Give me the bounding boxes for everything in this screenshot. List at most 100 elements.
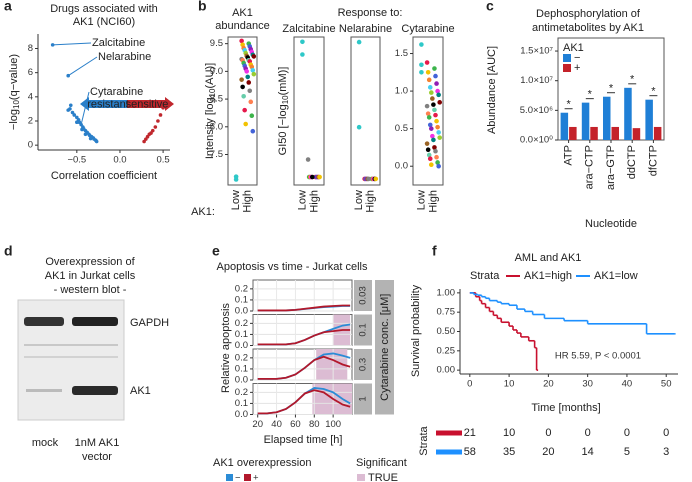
y-tick-label: 0.0 [235,409,248,420]
legend-label: + [574,62,580,74]
y-tick-label: 0.00 [437,365,456,376]
legend-label: + [253,473,259,482]
legend-arrow [80,97,127,111]
significance: * [609,83,614,95]
x-axis-label: Nucleotide [585,218,637,230]
risk-count: 3 [663,446,669,458]
point [356,124,362,130]
y-axis-label-part: (q−value) [8,54,20,100]
x-tick-label: 0.0 [113,155,126,166]
series-line [257,329,351,346]
point [430,133,435,139]
x-tick-label: Low [353,190,365,210]
point [72,113,77,117]
point [317,174,322,180]
y-tick-label: 8 [28,43,33,54]
blot-band [72,317,118,326]
y-axis-label-part: −log [8,109,20,130]
point [433,112,438,118]
y-tick-label: 1.5 [395,48,408,59]
point [250,67,256,73]
legend-title: AK1 [563,42,584,54]
x-axis-label: Correlation coefficient [51,170,157,182]
chart-header: Response to: [338,7,403,19]
annotation: Nelarabine [98,51,151,63]
facet-strip [354,383,372,415]
point [425,147,431,152]
chart-title: Drugs associated with [50,3,158,15]
legend-swatch [563,64,571,72]
y-tick-label: 0.50 [437,326,456,337]
risk-count: 0 [545,427,551,439]
point [436,163,441,169]
strip-title: Cytarabine conc. [μM] [379,294,391,401]
y-tick-label: 1.0×10⁷ [520,75,553,86]
point [88,136,93,141]
point [426,77,432,83]
point [233,174,239,179]
panel-label: e [212,243,220,259]
y-axis-label-part: Intensity [log [204,97,216,159]
x-tick-label: 40 [622,379,633,390]
point [251,54,257,59]
lane-label: 1nM AK1 [75,437,120,449]
risk-count: 21 [464,427,476,439]
panel-label: a [4,0,12,14]
chart-title: Cytarabine [401,23,454,35]
x-tick-label: −0.5 [67,155,86,166]
y-tick-label: 9.0 [210,66,223,77]
point [427,85,433,90]
y-axis-label-part: 10 [208,88,217,97]
annotation-leader [52,42,92,46]
y-tick-label: 1.00 [437,287,456,298]
chart-title: Apoptosis vs time - Jurkat cells [217,261,368,273]
y-axis-label-part: 10 [281,95,290,104]
y-tick-label: 0.2 [235,352,248,363]
y-axis-label: Relative apoptosis [220,303,232,393]
point [435,124,440,130]
point [431,102,436,107]
facet-strip [354,314,372,346]
point [434,81,439,86]
y-tick-label: 0.1 [235,398,248,409]
x-tick-label: High [242,190,254,213]
y-axis-label-part: 10 [12,100,21,109]
y-tick-label: 0.1 [235,294,248,305]
point [153,125,158,129]
chart-title: Nelarabine [339,23,392,35]
x-tick-label: Low [296,190,308,210]
x-axis-label: Elapsed time [h] [264,434,343,446]
y-tick-label: 1.5×10⁷ [520,46,553,57]
point [373,176,379,182]
western-blot: Overexpression of AK1 in Jurkat cells - … [17,256,169,463]
annotation: HR 5.59, P < 0.0001 [555,351,641,362]
risk-count: 10 [503,427,515,439]
y-tick-label: 0.1 [235,329,248,340]
y-tick-label: 8.5 [210,94,223,105]
chart-title: Zalcitabine [282,23,335,35]
legend-title: AK1 overexpression [213,457,311,469]
y-tick-label: 0.0 [235,340,248,351]
point [240,84,245,90]
x-tick-label: 50 [661,379,672,390]
point [75,120,79,125]
bar [560,112,569,140]
legend-swatch [357,474,365,481]
y-tick-label: 0.0×10⁰ [520,135,553,146]
bar [632,128,641,140]
lane-label: mock [32,437,59,449]
legend-swatch [244,474,251,481]
annotation: Cytarabine [90,86,143,98]
facet-label: 0.3 [358,358,369,371]
legend-arrow [127,97,174,111]
y-tick-label: 0.0 [235,306,248,317]
significance: * [651,86,656,98]
bar [590,126,598,140]
y-tick-label: 2 [28,116,33,127]
point [158,113,163,117]
point [245,74,251,80]
strip-title-bg [375,280,394,415]
bar [603,96,611,140]
chart-title: AML and AK1 [515,252,582,264]
